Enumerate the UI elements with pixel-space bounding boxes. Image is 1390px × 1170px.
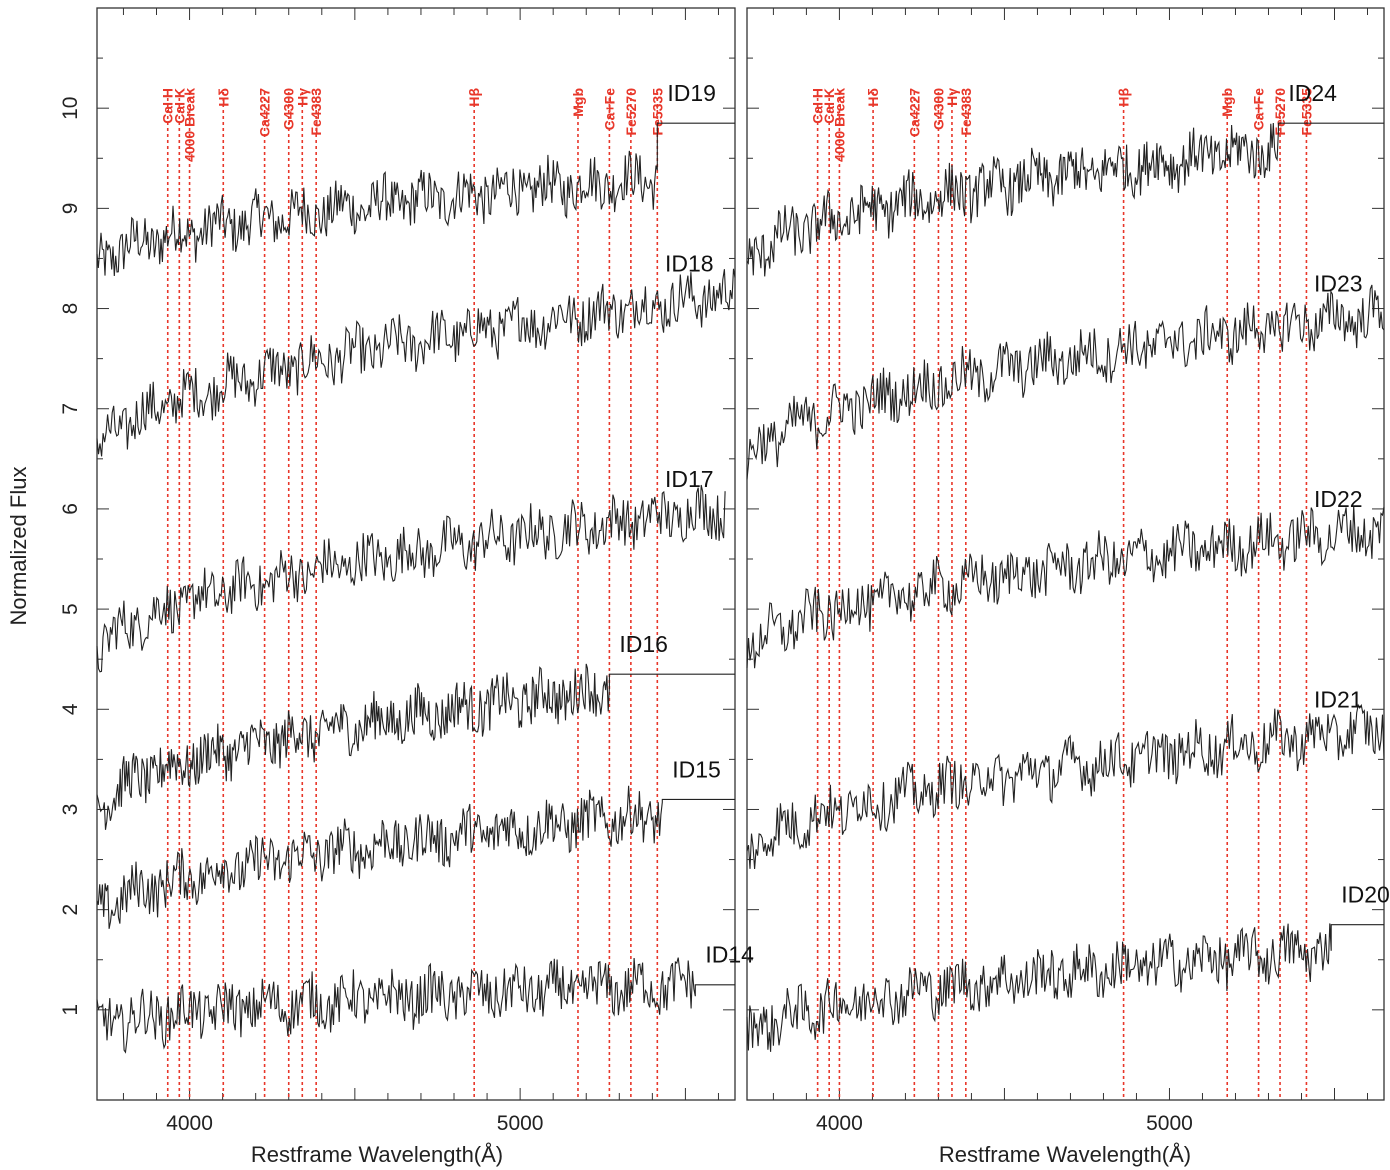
y-tick-label: 10 [59, 97, 82, 120]
y-tick-label: 8 [59, 303, 82, 315]
line-marker-label: CaI H [160, 88, 176, 124]
line-marker-label: 4000 Break [831, 88, 847, 162]
spectrum-label: ID22 [1314, 486, 1363, 512]
x-axis-title-left: Restframe Wavelength(Å) [251, 1142, 503, 1167]
spectrum-label: ID21 [1314, 686, 1363, 712]
spectrum-label: ID16 [619, 631, 668, 657]
line-marker-label: CaI K [821, 88, 837, 124]
spectrum-label: ID23 [1314, 271, 1363, 297]
spectrum-line [746, 703, 1385, 869]
spectrum-label: ID20 [1341, 882, 1390, 908]
spectrum-line [96, 122, 735, 277]
line-marker-label: Hδ [865, 88, 881, 107]
y-tick-label: 9 [59, 203, 82, 215]
line-marker-label: Ca+Fe [1251, 88, 1267, 131]
line-marker-label: Fe4383 [308, 88, 324, 136]
spectrum-label: ID19 [667, 80, 716, 106]
line-marker-label: Hβ [1116, 88, 1132, 107]
spectrum-line [96, 268, 736, 457]
line-marker-label: 4000 Break [182, 88, 198, 162]
spectrum-line [96, 484, 726, 673]
spectrum-label: ID15 [672, 756, 721, 782]
y-tick-label: 5 [59, 603, 82, 615]
y-tick-label: 6 [59, 503, 82, 515]
spectrum-line [746, 122, 1384, 277]
line-marker-label: Ca4227 [257, 88, 273, 137]
line-marker-label: Fe5270 [1272, 88, 1288, 136]
plot-frame [96, 7, 736, 1101]
y-tick-label: 4 [59, 703, 82, 715]
line-marker-label: Ca4227 [906, 88, 922, 137]
plot-frame [746, 7, 1385, 1101]
line-marker-label: Hγ [944, 88, 960, 106]
x-tick-label: 4000 [816, 1112, 863, 1135]
y-tick-label: 2 [59, 904, 82, 916]
spectrum-line [746, 505, 1385, 669]
x-axis-title-right: Restframe Wavelength(Å) [939, 1142, 1191, 1167]
line-marker-label: Hδ [215, 88, 231, 107]
x-tick-label: 5000 [1146, 1112, 1193, 1135]
x-tick-label: 5000 [497, 1112, 544, 1135]
line-marker-label: Fe5270 [623, 88, 639, 136]
spectrum-label: ID18 [665, 250, 714, 276]
line-marker-label: CaI H [810, 88, 826, 124]
y-tick-label: 1 [59, 1004, 82, 1016]
line-marker-label: Fe4383 [958, 88, 974, 136]
line-marker-label: Mgb [1219, 88, 1235, 117]
line-marker-label: Mgb [570, 88, 586, 117]
line-marker-label: Ca+Fe [601, 88, 617, 131]
line-marker-label: G4300 [281, 88, 297, 130]
x-tick-label: 4000 [166, 1112, 213, 1135]
spectrum-line [96, 663, 735, 830]
spectrum-label: ID17 [665, 466, 714, 492]
spectrum-label: ID14 [705, 942, 754, 968]
line-marker-label: Hγ [294, 88, 310, 106]
y-axis-title: Normalized Flux [6, 467, 31, 626]
line-marker-label: Hβ [466, 88, 482, 107]
y-tick-label: 7 [59, 403, 82, 415]
spectrum-line [96, 957, 735, 1054]
spectrum-line [746, 284, 1385, 480]
line-marker-label: CaI K [171, 88, 187, 124]
spectrum-line [746, 923, 1384, 1052]
y-tick-label: 3 [59, 804, 82, 816]
spectrum-line [96, 785, 735, 929]
line-marker-label: G4300 [930, 88, 946, 130]
spectrum-label: ID24 [1288, 80, 1337, 106]
